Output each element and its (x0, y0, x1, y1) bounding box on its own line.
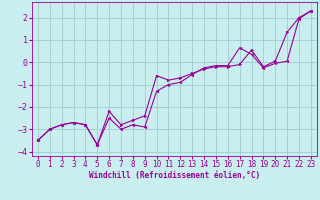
X-axis label: Windchill (Refroidissement éolien,°C): Windchill (Refroidissement éolien,°C) (89, 171, 260, 180)
